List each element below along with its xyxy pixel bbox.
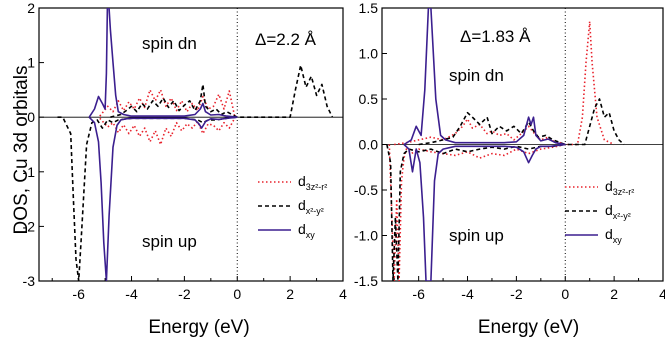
spin-dn-label: spin dn	[142, 34, 197, 53]
legend-entry-label: dx²-y²	[298, 197, 324, 216]
right-panel-spin-dos: -6 -4 -2 0 2 4 -1.5 -1.0 -0.5 0.0 0.5 1.0 1.5 Energy …	[354, 0, 665, 338]
y-tick-label: -3	[23, 273, 36, 289]
delta-label: Δ=1.83 Å	[460, 27, 531, 46]
x-tick-label: 2	[610, 286, 618, 302]
x-tick-label: 4	[339, 286, 347, 302]
series-line-dx2y2_up	[386, 143, 566, 281]
series-line-dxy_up	[88, 116, 238, 281]
spin-up-label: spin up	[449, 226, 504, 245]
x-tick-label: 0	[561, 286, 569, 302]
spin-dn-label: spin dn	[449, 66, 504, 85]
series-line-dxy_up	[403, 143, 566, 281]
x-tick-label: -6	[412, 286, 425, 302]
plot-frame	[38, 7, 344, 282]
x-tick-label: 2	[286, 286, 294, 302]
x-tick-label: 0	[233, 286, 241, 302]
series-line-dxy_dn	[88, 8, 238, 118]
legend-entry-label: d3z²-r²	[298, 173, 327, 192]
y-tick-label: 0	[27, 109, 35, 125]
y-tick-label: 0.5	[359, 91, 379, 107]
series-line-dxy_dn	[403, 8, 566, 146]
y-tick-label: -1.5	[354, 273, 378, 289]
series-line-d3z2_up	[99, 117, 236, 146]
y-tick-label: 1.5	[359, 0, 379, 16]
x-tick-label: -4	[125, 286, 138, 302]
series-line-d3z2_up	[388, 143, 566, 281]
series-line-d3z2_dn	[99, 89, 236, 117]
y-tick-label: 1.0	[359, 46, 379, 62]
x-tick-label: -2	[178, 286, 191, 302]
x-tick-label: -4	[461, 286, 474, 302]
y-tick-label: 2	[27, 0, 35, 16]
series-line-dx2y2_up	[57, 116, 238, 281]
legend-entry-label: dxy	[298, 221, 315, 240]
x-axis-label: Energy (eV)	[148, 317, 249, 338]
legend-entry-label: d3z²-r²	[605, 178, 634, 197]
y-tick-label: -1	[23, 164, 36, 180]
left-panel-spin-dos: -6 -4 -2 0 2 4 -3 -2 -1 0 1 2 Energy (eV) spin dn spin…	[23, 0, 348, 338]
x-tick-label: -2	[510, 286, 523, 302]
y-tick-label: -0.5	[354, 182, 378, 198]
delta-label: Δ=2.2 Å	[255, 30, 317, 49]
x-axis-label: Energy (eV)	[478, 317, 579, 338]
y-tick-label: 0.0	[359, 137, 379, 153]
y-tick-label: -2	[23, 218, 36, 234]
series-line-d3z2_dn	[394, 20, 615, 146]
y-axis-label: DOS, Cu 3d orbitals	[11, 66, 32, 235]
x-tick-label: 4	[659, 286, 665, 302]
series-line-dx2y2_dn	[110, 64, 334, 118]
legend-entry-label: dx²-y²	[605, 202, 631, 221]
y-tick-label: 1	[27, 55, 35, 71]
legend-entry-label: dxy	[605, 226, 622, 245]
x-tick-label: -6	[72, 286, 85, 302]
spin-up-label: spin up	[142, 232, 197, 251]
y-tick-label: -1.0	[354, 228, 378, 244]
